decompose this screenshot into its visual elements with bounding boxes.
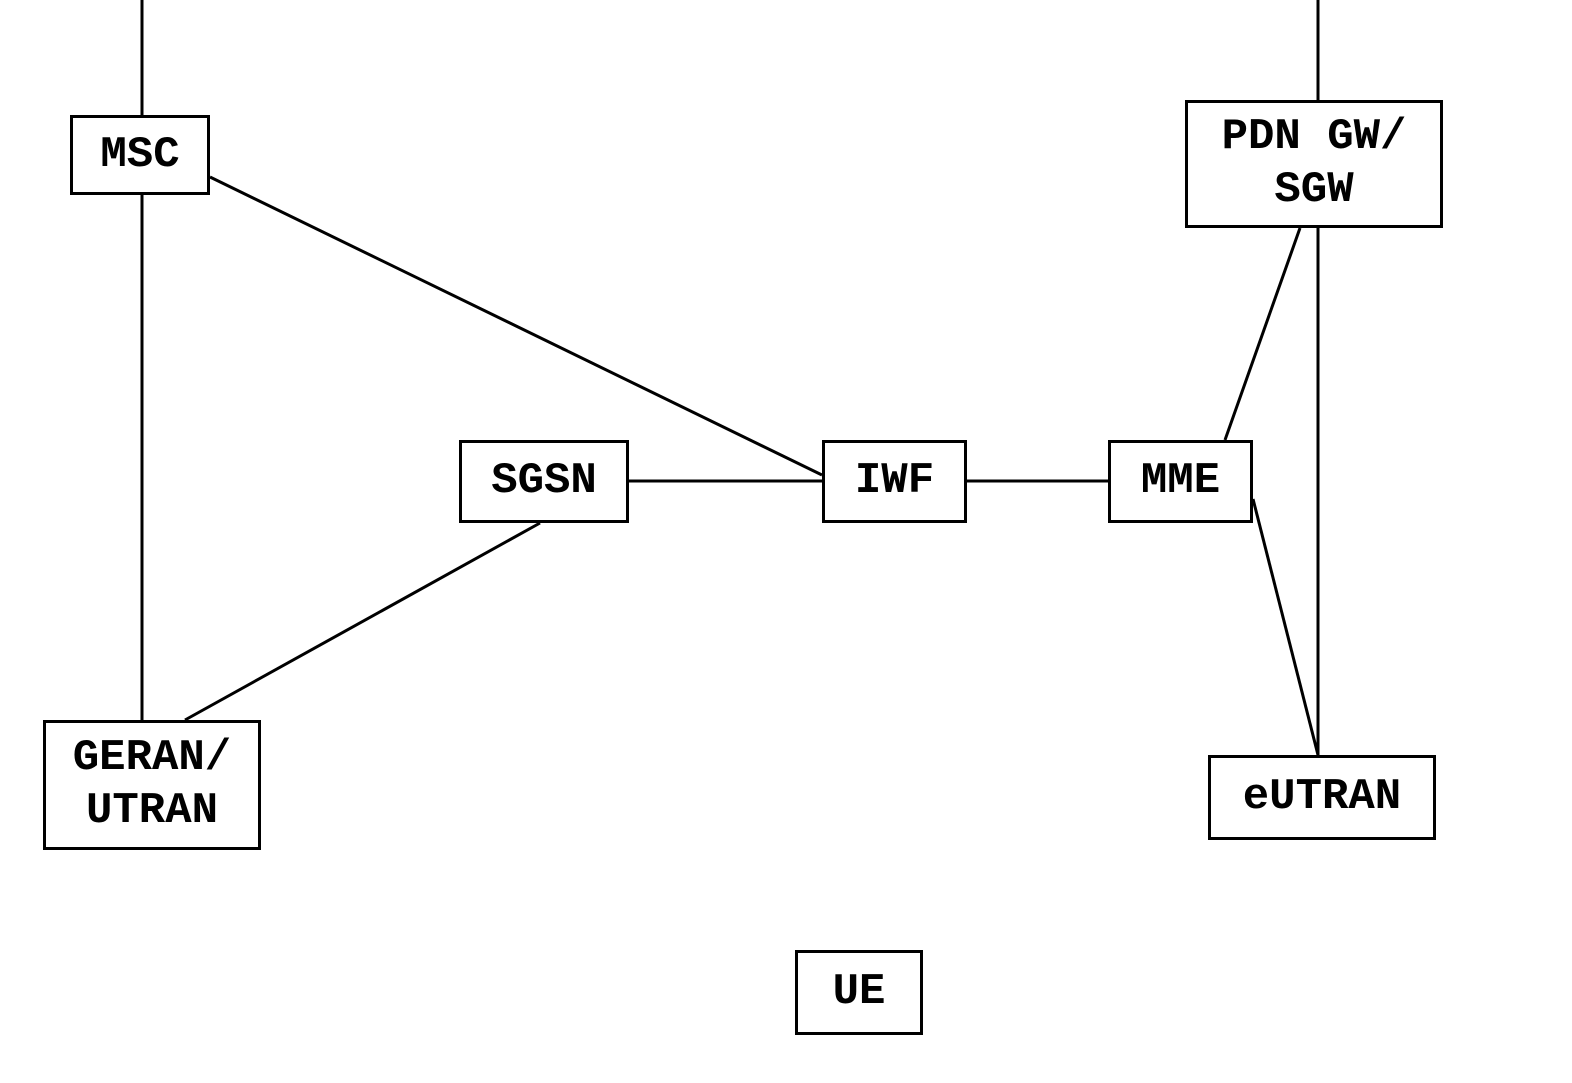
edge-geran-sgsn — [185, 523, 540, 720]
node-label-iwf: IWF — [855, 455, 934, 508]
node-mme: MME — [1108, 440, 1253, 523]
node-sgsn: SGSN — [459, 440, 629, 523]
node-label-mme: MME — [1141, 455, 1220, 508]
edge-pdn-mme — [1225, 228, 1300, 440]
node-label-eutran: eUTRAN — [1243, 771, 1401, 824]
node-geran: GERAN/ UTRAN — [43, 720, 261, 850]
node-label-geran: GERAN/ UTRAN — [73, 732, 231, 838]
node-label-sgsn: SGSN — [491, 455, 597, 508]
node-label-msc: MSC — [100, 129, 179, 182]
node-eutran: eUTRAN — [1208, 755, 1436, 840]
node-pdn: PDN GW/ SGW — [1185, 100, 1443, 228]
network-diagram: MSC PDN GW/ SGW SGSN IWF MME GERAN/ UTRAN eUTR… — [0, 0, 1572, 1083]
node-label-pdn: PDN GW/ SGW — [1222, 111, 1407, 217]
node-iwf: IWF — [822, 440, 967, 523]
node-ue: UE — [795, 950, 923, 1035]
node-msc: MSC — [70, 115, 210, 195]
edge-mme-eutran — [1253, 499, 1318, 755]
node-label-ue: UE — [833, 966, 886, 1019]
edge-msc-iwf — [210, 177, 822, 475]
